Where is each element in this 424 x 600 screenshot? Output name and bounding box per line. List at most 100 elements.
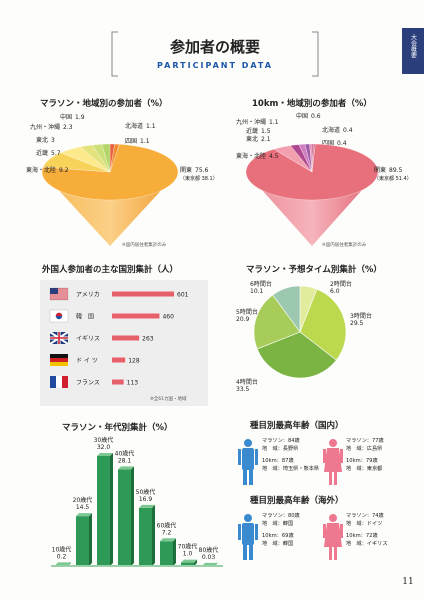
slice-label-category: 近畿 (246, 127, 258, 135)
slice-label: 四国 0.4 (322, 140, 347, 147)
bar-value: 0.03 (202, 554, 216, 561)
slice-category: 3時間台 (350, 312, 372, 320)
slice-label: 四国 1.1 (125, 138, 150, 145)
record-line: 地 域：東京都 (346, 464, 382, 472)
bar-value: 14.5 (76, 504, 90, 511)
bar-value: 460 (162, 314, 174, 321)
bar (97, 456, 110, 566)
bar-side (194, 559, 197, 566)
bar-value: 7.2 (162, 529, 172, 536)
slice-label-value: 4.5 (269, 153, 279, 160)
record-title: 種目別最高年齢（海外） (250, 495, 344, 506)
slice-label-category: 中国 (296, 112, 308, 120)
slice (256, 331, 337, 379)
record-line: 地 域：ドイツ (346, 519, 382, 527)
note: ※全61カ国・地域 (150, 395, 187, 402)
slice-label-value: 2.3 (63, 124, 73, 131)
bar-side (110, 453, 113, 566)
slice-label-category: 北海道 (322, 126, 340, 134)
bar-top (55, 562, 71, 566)
slice (272, 285, 301, 333)
slice-label-category: 東海・北陸 (236, 152, 266, 160)
bar-category: 50歳代 (136, 488, 156, 496)
record-line: 地 域：埼玉県・熊本県 (262, 464, 319, 472)
bar (76, 516, 89, 566)
bar-category: フランス (76, 380, 100, 387)
header-bracket (111, 31, 319, 77)
slice-label-value: 1.9 (75, 114, 85, 121)
record-line: 地 域：長野県 (262, 444, 298, 452)
slice-label-value: 75.6 (195, 167, 209, 174)
bar-top (139, 504, 155, 508)
slice-label-value: 1.1 (269, 119, 279, 126)
slice-label-category: 北海道 (125, 122, 143, 130)
slice-label-category: 九州・沖縄 (30, 123, 60, 131)
slice (101, 143, 111, 173)
page-title: 参加者の概要 (170, 38, 260, 56)
bar-side (89, 513, 92, 566)
slice-category: 4時間台 (236, 378, 258, 386)
record-line: 地 域：韓国 (262, 539, 293, 547)
bar-value: 601 (177, 292, 189, 299)
bar (112, 335, 140, 341)
slice-label-category: 東北 (246, 135, 258, 143)
slice-category: 2時間台 (330, 280, 352, 288)
bar-value: 32.0 (97, 444, 111, 451)
slice-label-category: 関東 (374, 166, 386, 174)
note: ※国内居住者集計のみ (322, 241, 367, 248)
bar-side (173, 538, 176, 566)
bar (181, 562, 194, 566)
bar (139, 507, 152, 566)
bar (112, 379, 124, 385)
bar-value: 128 (128, 358, 140, 365)
slice-label-value: 1.1 (146, 123, 156, 130)
slice-label-value: 0.4 (343, 127, 353, 134)
slice-label-value: 89.5 (389, 167, 403, 174)
record-line: 地 域：韓国 (262, 519, 293, 527)
slice-label-value: 3 (51, 137, 55, 144)
bar-top (97, 453, 113, 456)
bar-category: 30歳代 (94, 436, 114, 444)
chart-title: 外国人参加者の主な国別集計（人） (41, 264, 178, 275)
bar-top (181, 559, 197, 563)
slice-value: 29.5 (350, 320, 364, 327)
slice-label: 関東 89.5 (374, 166, 403, 174)
record-title: 種目別最高年齢（国内） (250, 420, 344, 431)
bar-category: 80歳代 (199, 546, 219, 554)
side-tab (402, 28, 424, 74)
note: ※国内居住者集計のみ (122, 241, 167, 248)
slice-label-value: 2.1 (261, 136, 271, 143)
slice-label: 北海道 0.4 (322, 126, 353, 134)
bar-value: 263 (142, 336, 154, 343)
slice-value: 10.1 (250, 288, 264, 295)
record-line: マラソン：77歳 (346, 436, 384, 444)
slice-label: 東海・北陸 4.5 (236, 152, 279, 160)
slice-label: 北海道 1.1 (125, 122, 156, 130)
bar-value: 113 (127, 380, 139, 387)
record-line: 地 域：イギリス (346, 539, 388, 547)
slice-label: 九州・沖縄 1.1 (236, 118, 279, 126)
bar-category: ド イ ツ (76, 358, 98, 365)
slice-label-value: 0.6 (311, 113, 321, 120)
slice-label: 東北 3 (36, 136, 55, 144)
slice-category: 5時間台 (236, 308, 258, 316)
slice-label: 関東 75.6 (180, 166, 209, 174)
side-tab-label: 大会概要 (410, 33, 417, 59)
flags (49, 287, 69, 388)
bar-side (152, 504, 155, 566)
slice (309, 143, 313, 173)
bar-value: 16.9 (139, 496, 153, 503)
slice-label-value: 5.7 (51, 150, 61, 157)
bar (118, 469, 131, 566)
bar (112, 291, 174, 297)
slice-label-category: 四国 (322, 140, 334, 147)
bar-value: 0.2 (57, 553, 67, 560)
bar-category: 40歳代 (115, 449, 135, 457)
person-icons (238, 439, 343, 560)
bar-top (118, 466, 134, 470)
slice (253, 294, 301, 350)
sublabel: （東京都 51.4） (374, 175, 412, 182)
slice-category: 6時間台 (250, 280, 272, 288)
bar-value: 28.1 (118, 457, 132, 464)
